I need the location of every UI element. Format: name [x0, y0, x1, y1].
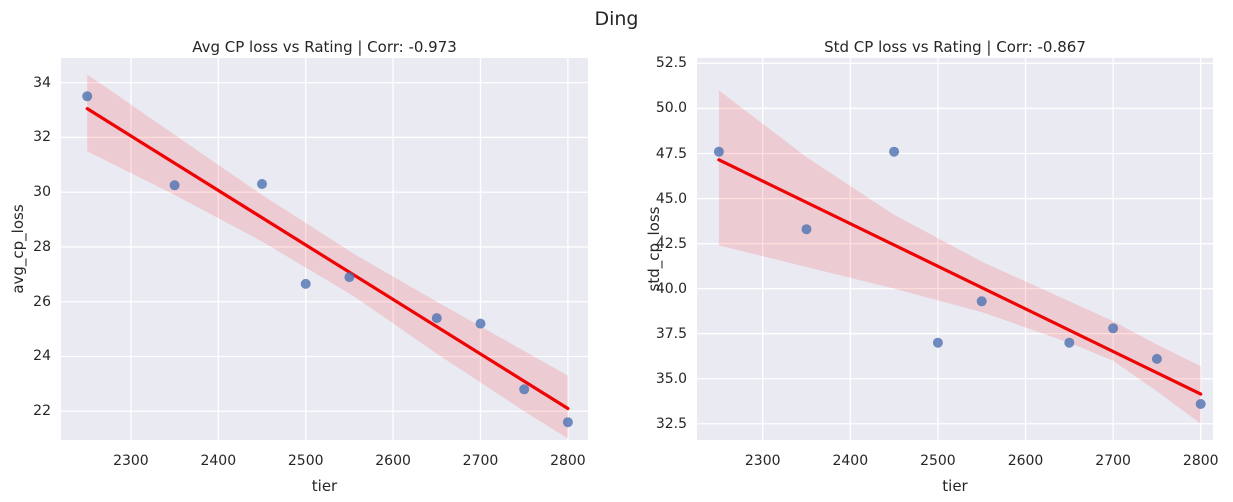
y-tick-label: 35.0 [655, 370, 687, 387]
y-tick-label: 52.5 [655, 55, 687, 72]
subplot-title-2: Std CP loss vs Rating | Corr: -0.867 [824, 38, 1086, 56]
x-tick-label: 2600 [1007, 453, 1044, 469]
x-tick-label: 2500 [287, 453, 324, 469]
scatter-point [713, 146, 724, 157]
scatter-point [300, 278, 311, 289]
scatter-point [257, 179, 267, 189]
y-tick-label: 40.0 [655, 280, 687, 297]
x-axis-label-2: tier [942, 477, 968, 495]
scatter-point [1108, 323, 1119, 334]
x-tick-label: 2300 [113, 453, 149, 469]
scatter-point [976, 296, 987, 307]
scatter-point [889, 146, 900, 157]
x-axis-label-1: tier [311, 477, 338, 495]
y-tick-label: 32.5 [655, 415, 687, 432]
plot-background [61, 58, 588, 440]
regression-line [717, 158, 1203, 396]
scatter-point [932, 337, 943, 348]
scatter-point [82, 91, 93, 102]
y-tick-label: 47.5 [655, 145, 687, 162]
plot-area-2 [697, 58, 1213, 440]
x-tick-label: 2700 [462, 453, 499, 469]
scatter-point [562, 417, 573, 428]
y-tick-label: 26 [33, 293, 51, 310]
confidence-band [718, 90, 1201, 424]
y-tick-label: 50.0 [655, 100, 687, 117]
figure-suptitle: Ding [594, 8, 639, 30]
y-tick-label: 32 [33, 129, 51, 146]
y-tick-label: 45.0 [655, 190, 687, 207]
scatter-point [431, 313, 442, 324]
scatter-point [475, 318, 486, 329]
scatter-point [344, 272, 355, 283]
scatter-point [801, 224, 812, 235]
scatter-point [169, 180, 180, 191]
x-tick-label: 2400 [200, 453, 237, 469]
y-tick-label: 28 [33, 238, 51, 255]
y-tick-label: 22 [33, 403, 51, 420]
confidence-band [87, 74, 568, 439]
y-tick-label: 30 [33, 184, 51, 201]
y-tick-label: 24 [33, 348, 51, 365]
subplot-title-1: Avg CP loss vs Rating | Corr: -0.973 [192, 38, 457, 56]
x-tick-label: 2300 [744, 453, 781, 469]
regression-line [85, 107, 570, 411]
x-tick-label: 2800 [1182, 453, 1219, 469]
scatter-point [1064, 337, 1075, 348]
y-tick-label: 42.5 [655, 235, 687, 252]
y-tick-label: 34 [33, 74, 51, 91]
plot-background [697, 58, 1213, 440]
x-tick-label: 2800 [550, 453, 586, 469]
x-tick-label: 2400 [832, 453, 869, 469]
scatter-point [1195, 399, 1206, 409]
scatter-point [1151, 353, 1162, 364]
plot-area-1 [61, 58, 588, 440]
x-tick-label: 2500 [920, 453, 956, 469]
x-tick-label: 2700 [1095, 453, 1131, 469]
y-tick-label: 37.5 [655, 325, 687, 342]
x-tick-label: 2600 [375, 453, 411, 469]
scatter-point [519, 384, 530, 395]
